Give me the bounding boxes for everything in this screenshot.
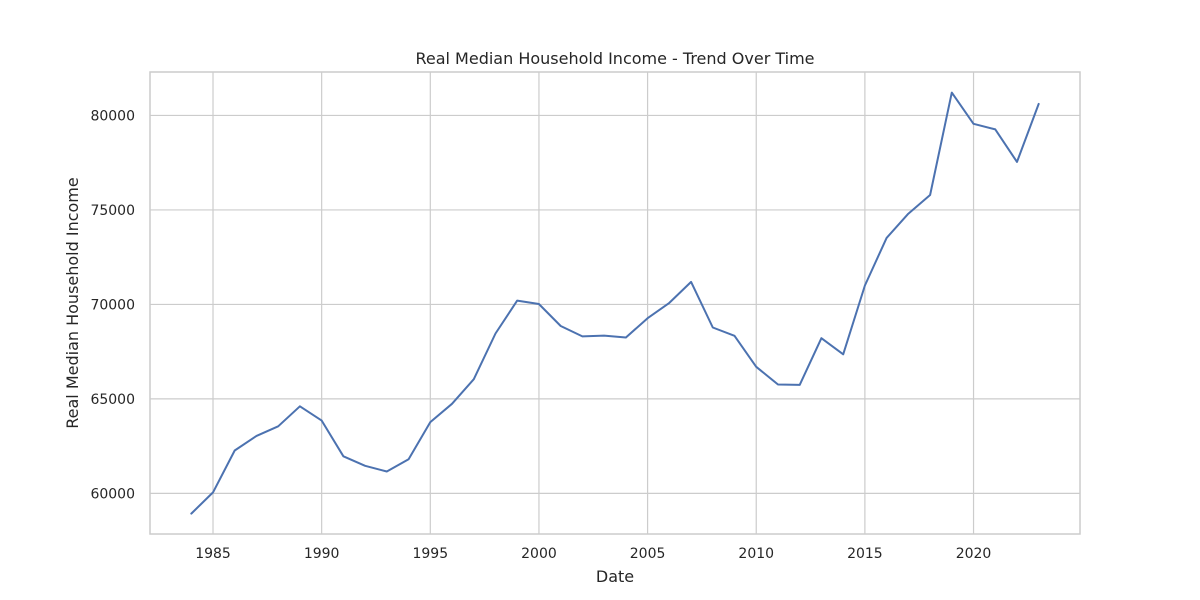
y-tick-labels: 60000 65000 70000 75000 80000: [90, 108, 135, 502]
x-tick-label: 2010: [738, 546, 774, 562]
y-tick-label: 75000: [90, 203, 135, 219]
series-layer: [190, 91, 1040, 515]
y-tick-label: 70000: [90, 297, 135, 313]
x-gridlines: [212, 72, 975, 534]
x-tick-label: 1995: [412, 546, 448, 562]
x-tick-label: 1985: [195, 546, 231, 562]
y-axis-label: Real Median Household Income: [63, 177, 82, 429]
x-axis-label: Date: [596, 567, 634, 586]
chart-title: Real Median Household Income - Trend Ove…: [415, 49, 814, 68]
y-tick-label: 60000: [90, 486, 135, 502]
x-tick-label: 1990: [304, 546, 340, 562]
y-gridlines: [150, 114, 1080, 494]
x-tick-label: 2015: [847, 546, 883, 562]
y-tick-label: 80000: [90, 108, 135, 124]
x-tick-label: 2000: [521, 546, 557, 562]
series-line: [190, 91, 1040, 515]
x-tick-label: 2020: [956, 546, 992, 562]
plot-area-frame: [149, 71, 1081, 535]
y-tick-label: 65000: [90, 392, 135, 408]
x-tick-label: 2005: [630, 546, 666, 562]
x-tick-labels: 1985 1990 1995 2000 2005 2010 2015 2020: [195, 546, 991, 562]
